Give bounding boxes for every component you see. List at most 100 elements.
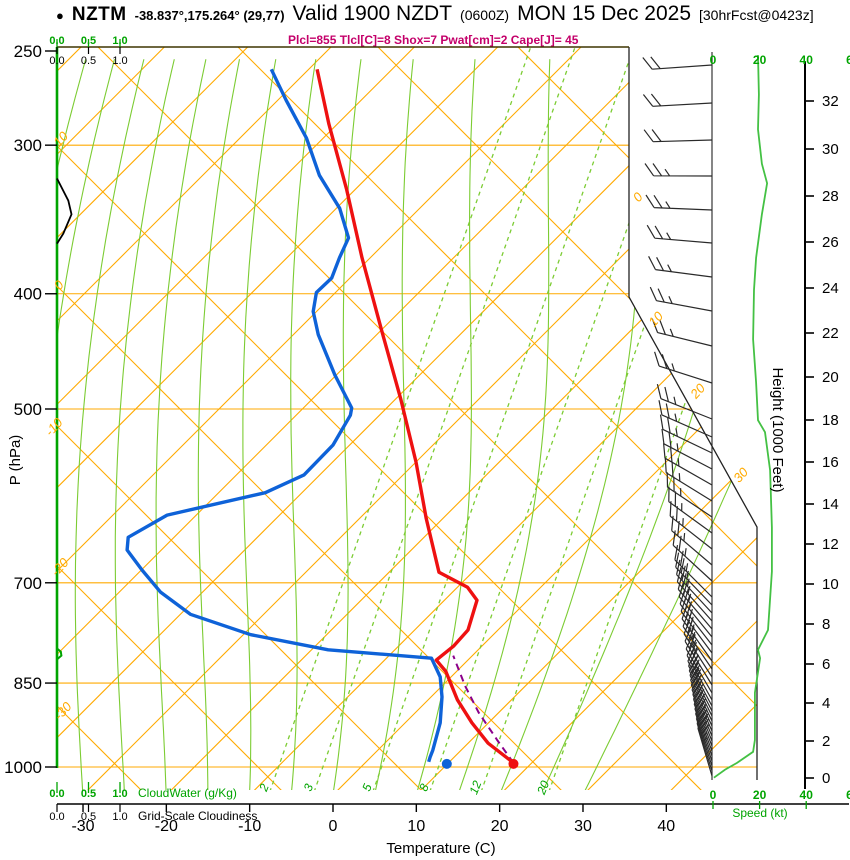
height-tick-label: 32 <box>822 93 839 110</box>
wind-barb <box>644 163 713 177</box>
height-tick-label: 26 <box>822 234 839 251</box>
cloudwater-tick-label-top: 0.0 <box>49 35 64 47</box>
wind-barb <box>648 256 713 278</box>
cloudwater-tick-label-top: 0.5 <box>81 35 96 47</box>
wind-barb <box>658 400 713 438</box>
isotherm-line <box>85 47 757 790</box>
cloudiness-tick-label-top: 0.5 <box>81 55 96 67</box>
pressure-tick-label: 250 <box>14 42 42 61</box>
temperature-curve <box>315 68 515 765</box>
isotherm-line <box>57 47 249 790</box>
dry-adiabat-line <box>57 47 284 790</box>
wind-barb <box>649 286 713 312</box>
wind-barb <box>676 567 713 622</box>
wind-barb <box>668 486 713 534</box>
wind-barb <box>689 661 713 722</box>
height-tick-label: 28 <box>822 188 839 205</box>
pressure-tick-label: 700 <box>14 574 42 593</box>
dry-adiabat-line <box>97 47 757 790</box>
wind-barb <box>663 443 713 486</box>
wind-barb <box>691 676 713 737</box>
pressure-tick-label: 300 <box>14 136 42 155</box>
sounding-indices: Plcl=855 Tlcl[C]=8 Shox=7 Pwat[cm]=2 Cap… <box>288 33 579 47</box>
wind-barb <box>671 515 713 566</box>
isotherm-line <box>57 47 665 790</box>
wind-barb <box>697 716 713 777</box>
wind-barb <box>693 691 713 752</box>
cloudwater-axis-label: CloudWater (g/Kg) <box>138 786 237 800</box>
moist-adiabat-line <box>155 59 207 790</box>
cloudwater-profile <box>56 647 63 661</box>
height-tick-label: 4 <box>822 695 830 712</box>
wind-barb <box>674 544 713 598</box>
adiabat-label: 30 <box>730 464 751 485</box>
height-tick-label: 20 <box>822 369 839 386</box>
dry-adiabat-line <box>0 47 3 792</box>
height-tick-label: 22 <box>822 325 839 342</box>
speed-tick-label: 40 <box>800 788 814 802</box>
wind-barb <box>690 671 713 732</box>
moist-adiabat-line <box>373 59 414 790</box>
isotherm-line <box>252 47 757 790</box>
speed-tick-label-top: 60 <box>846 53 850 67</box>
cloudwater-tick-label: 0.0 <box>49 788 64 800</box>
mixing-ratio-label: 20 <box>534 778 552 797</box>
station-bullet-icon: ● <box>56 8 64 23</box>
height-tick-label: 12 <box>822 536 839 553</box>
height-tick-label: 2 <box>822 733 830 750</box>
moist-adiabat-line <box>74 59 145 790</box>
wind-barb <box>672 530 713 582</box>
adiabat-label: -10 <box>42 414 66 439</box>
moist-adiabat-line <box>332 59 362 790</box>
wind-barb <box>645 194 713 211</box>
moist-adiabat-line <box>457 59 551 790</box>
skewt-grid <box>0 47 757 792</box>
isotherm-line <box>57 47 499 790</box>
dry-adiabat-line <box>237 47 757 790</box>
pressure-tick-label: 500 <box>14 400 42 419</box>
mixing-ratio-label: 12 <box>466 778 484 796</box>
isotherm-line <box>57 47 332 790</box>
wind-barb <box>654 351 713 384</box>
wind-barb <box>643 129 713 143</box>
wind-barb <box>661 428 713 470</box>
speed-tick-label: 0 <box>710 788 717 802</box>
mixing-ratio-label: 3 <box>301 781 317 793</box>
dry-adiabat-line <box>517 47 757 790</box>
wind-barb <box>646 224 713 244</box>
temperature-tick-label: -10 <box>238 818 261 835</box>
surface-dewpoint-dot <box>441 758 452 769</box>
dry-adiabat-line <box>57 47 564 790</box>
wind-barb <box>656 383 713 420</box>
valid-date: MON 15 Dec 2025 <box>517 2 691 25</box>
isotherm-line <box>57 47 582 790</box>
adiabat-label: 10 <box>50 128 71 149</box>
adiabat-label: 20 <box>687 380 709 402</box>
wind-barb <box>642 56 713 70</box>
isotherm-line <box>585 47 757 790</box>
parcel-path <box>452 655 515 764</box>
wind-barb <box>675 552 713 606</box>
pressure-tick-label: 400 <box>14 285 42 304</box>
temperature-tick-label: 10 <box>407 818 425 835</box>
moist-adiabat-line <box>114 59 175 790</box>
cloudiness-tick-label-top: 1.0 <box>112 55 127 67</box>
cloudwater-tick-label-top: 1.0 <box>112 35 127 47</box>
speed-profile <box>713 55 773 779</box>
mixing-ratio-label: 8 <box>416 781 432 793</box>
cloudiness-tick-label: 0.5 <box>81 811 96 823</box>
valid-time: Valid 1900 NZDT <box>292 2 453 25</box>
adiabat-label: 0 <box>630 189 647 205</box>
wind-barb <box>678 582 713 638</box>
wind-barb <box>669 501 713 550</box>
wind-barb <box>695 701 713 762</box>
cloudiness-tick-label: 1.0 <box>112 811 127 823</box>
wind-barb <box>695 706 713 767</box>
height-tick-label: 18 <box>822 412 839 429</box>
moist-adiabat-line <box>540 59 753 790</box>
isotherm-line <box>57 47 415 790</box>
wind-barb <box>642 93 713 107</box>
wind-barb <box>685 635 713 694</box>
pressure-axis-label: P (hPa) <box>7 435 24 486</box>
height-tick-label: 14 <box>822 496 839 513</box>
